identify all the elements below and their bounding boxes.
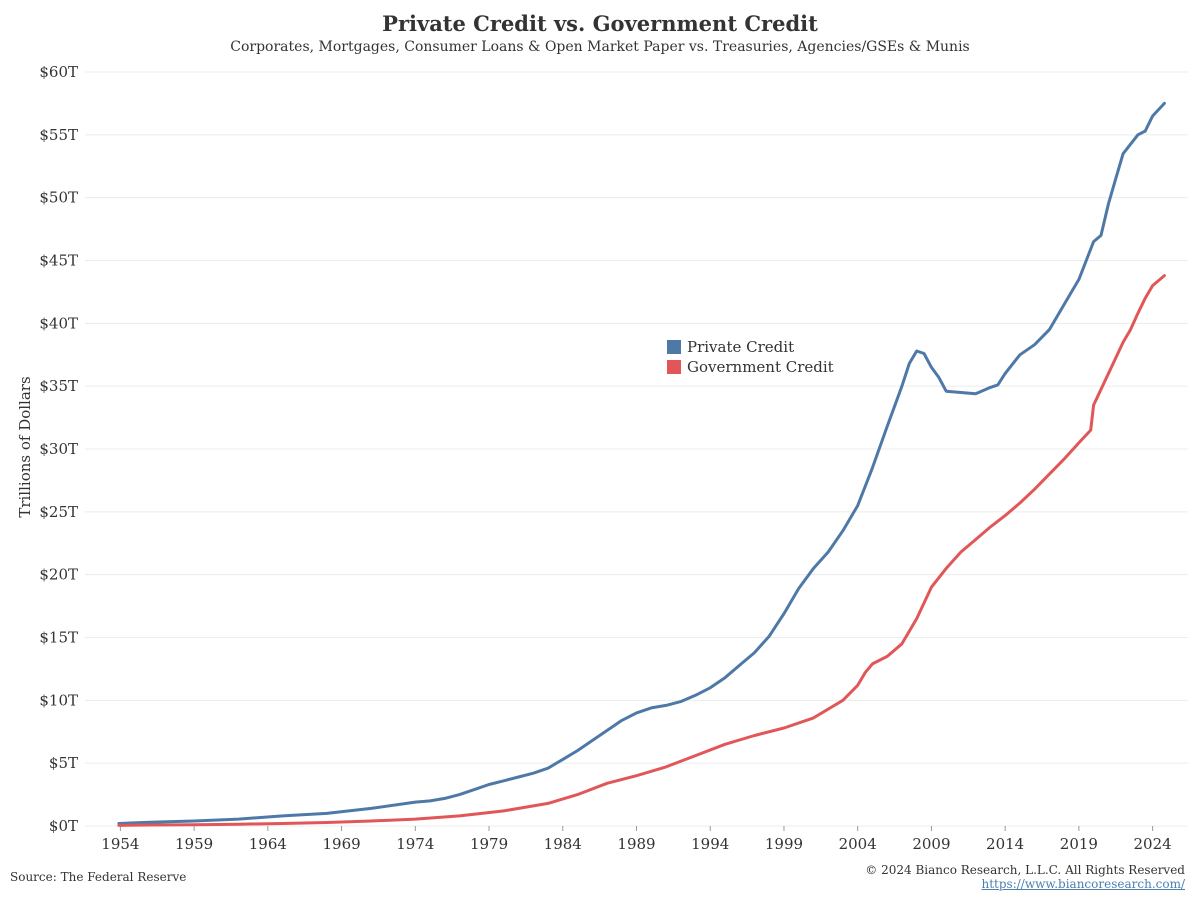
y-tick-label: $60T [39, 63, 78, 81]
x-tick-label: 1974 [396, 835, 434, 853]
legend-label-government-credit: Government Credit [687, 358, 834, 376]
website-link[interactable]: https://www.biancoresearch.com/ [981, 877, 1185, 891]
x-tick-label: 1999 [765, 835, 803, 853]
x-tick-label: 2014 [986, 835, 1024, 853]
series-lines [117, 101, 1166, 827]
source-note: Source: The Federal Reserve [10, 870, 187, 884]
x-axis-ticks: 1954 1959 1964 1969 1974 1979 1984 1989 1994 1999… [101, 826, 1172, 853]
y-tick-label: $0T [49, 817, 78, 835]
y-tick-label: $15T [39, 629, 78, 647]
y-tick-label: $50T [39, 189, 78, 207]
x-tick-label: 2024 [1134, 835, 1172, 853]
y-tick-label: $25T [39, 503, 78, 521]
legend-item-government-credit: Government Credit [667, 357, 834, 377]
y-axis-label: Trillions of Dollars [16, 376, 34, 517]
y-tick-label: $45T [39, 252, 78, 270]
x-tick-label: 1954 [101, 835, 139, 853]
x-tick-label: 1994 [691, 835, 729, 853]
x-tick-label: 1969 [322, 835, 360, 853]
x-tick-label: 1964 [249, 835, 287, 853]
x-tick-label: 1979 [470, 835, 508, 853]
chart-legend: Private Credit Government Credit [667, 337, 834, 377]
y-tick-label: $5T [49, 754, 78, 772]
x-tick-label: 2009 [912, 835, 950, 853]
y-axis-ticks: $0T $5T $10T $15T $20T $25T $30T $35T $40T $45T $5… [39, 63, 78, 835]
y-tick-label: $40T [39, 314, 78, 332]
series-line-private-credit [117, 101, 1166, 825]
legend-swatch-government-credit [667, 360, 681, 374]
y-tick-label: $55T [39, 126, 78, 144]
x-tick-label: 1984 [544, 835, 582, 853]
y-tick-label: $35T [39, 377, 78, 395]
y-tick-label: $30T [39, 440, 78, 458]
chart-title: Private Credit vs. Government Credit [382, 11, 818, 36]
series-line-government-credit [117, 274, 1166, 827]
x-tick-label: 2019 [1060, 835, 1098, 853]
y-tick-label: $20T [39, 566, 78, 584]
x-tick-label: 1959 [175, 835, 213, 853]
legend-label-private-credit: Private Credit [687, 338, 795, 356]
legend-swatch-private-credit [667, 340, 681, 354]
y-tick-label: $10T [39, 691, 78, 709]
x-tick-label: 1989 [617, 835, 655, 853]
chart-subtitle: Corporates, Mortgages, Consumer Loans & … [230, 39, 970, 55]
copyright-note: © 2024 Bianco Research, L.L.C. All Right… [865, 863, 1185, 877]
legend-item-private-credit: Private Credit [667, 337, 834, 357]
x-tick-label: 2004 [839, 835, 877, 853]
